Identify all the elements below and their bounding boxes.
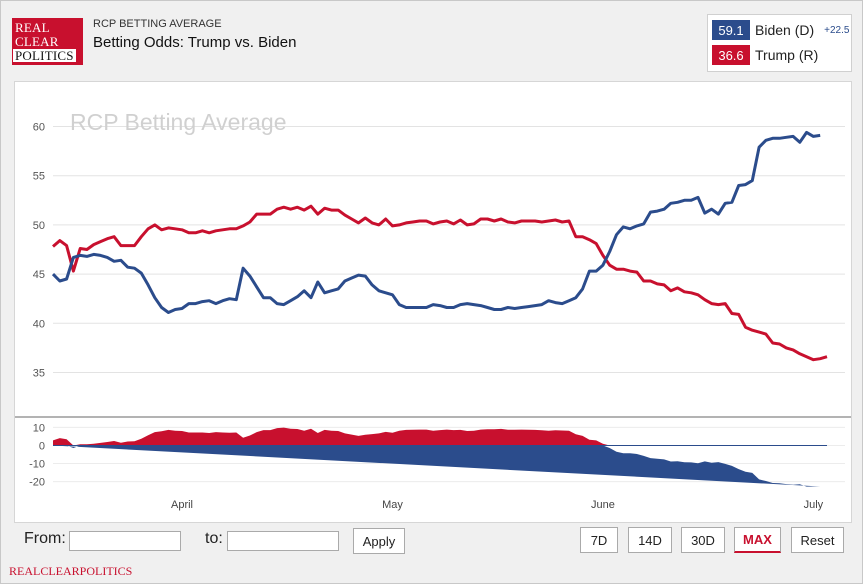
x-tick-label: July: [804, 499, 824, 511]
spread-area-trump: [53, 427, 821, 446]
chart-title: Betting Odds: Trump vs. Biden: [93, 34, 297, 51]
range-14d-button[interactable]: 14D: [628, 527, 672, 553]
range-7d-button[interactable]: 7D: [580, 527, 618, 553]
range-30d-button[interactable]: 30D: [681, 527, 725, 553]
chart-svg: 35 40 45 50 55 60 10 0 -10 -20 RCP Betting Averag…: [15, 109, 851, 511]
from-label: From:: [24, 530, 66, 547]
trump-label: Trump (R): [755, 47, 819, 63]
apply-button[interactable]: Apply: [353, 528, 405, 554]
range-max-button[interactable]: MAX: [734, 527, 781, 553]
biden-value-badge: 59.1: [712, 20, 750, 40]
spread-y-tick-label: -20: [29, 477, 45, 489]
spread-area-biden: [53, 445, 821, 487]
y-tick-label: 50: [33, 220, 45, 232]
legend-row-trump: 36.6 Trump (R): [712, 45, 818, 65]
plot-area: 35 40 45 50 55 60 10 0 -10 -20 RCP Betting Averag…: [14, 81, 852, 523]
spread-y-tick-label: 0: [39, 440, 45, 452]
y-tick-label: 45: [33, 269, 45, 281]
y-tick-label: 40: [33, 318, 45, 330]
x-tick-label: May: [382, 499, 403, 511]
date-controls: From: to: Apply 7D 14D 30D MAX Reset: [14, 523, 850, 559]
y-tick-label: 55: [33, 171, 45, 183]
chart-watermark: RCP Betting Average: [70, 109, 287, 135]
y-tick-label: 60: [33, 122, 45, 134]
rcp-logo[interactable]: REAL CLEAR POLITICS: [12, 18, 83, 65]
trump-line: [52, 204, 828, 362]
spread-y-tick-label: -10: [29, 459, 45, 471]
footer-brand[interactable]: REALCLEARPOLITICS: [9, 564, 133, 578]
to-label: to:: [205, 530, 223, 547]
logo-line-2: CLEAR: [15, 34, 59, 49]
spread-y-tick-label: 10: [33, 422, 45, 434]
reset-button[interactable]: Reset: [791, 527, 844, 553]
logo-line-1: REAL: [15, 20, 50, 35]
y-tick-label: 35: [33, 367, 45, 379]
logo-line-3: POLITICS: [13, 48, 76, 63]
from-date-input[interactable]: [69, 531, 181, 551]
legend-row-biden: 59.1 Biden (D) +22.5: [712, 20, 849, 40]
trump-value-badge: 36.6: [712, 45, 750, 65]
x-tick-label: June: [591, 499, 615, 511]
biden-line: [51, 130, 821, 314]
chart-kicker: RCP BETTING AVERAGE: [93, 18, 222, 30]
biden-label: Biden (D): [755, 22, 815, 38]
to-date-input[interactable]: [227, 531, 339, 551]
spread-value: +22.5: [824, 24, 850, 36]
legend-box: 59.1 Biden (D) +22.5 36.6 Trump (R): [707, 14, 852, 72]
x-tick-label: April: [171, 499, 193, 511]
